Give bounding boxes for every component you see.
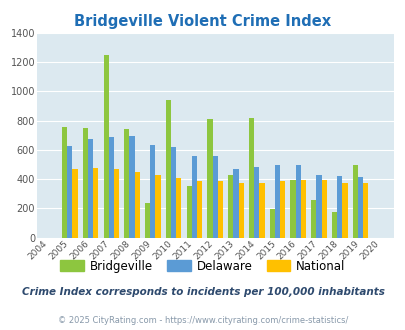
Text: Bridgeville Violent Crime Index: Bridgeville Violent Crime Index: [74, 14, 331, 29]
Bar: [259, 183, 264, 238]
Bar: [311, 200, 315, 238]
Bar: [134, 172, 140, 238]
Bar: [196, 181, 202, 238]
Bar: [145, 203, 150, 238]
Bar: [300, 180, 305, 238]
Bar: [217, 181, 222, 238]
Bar: [352, 165, 357, 238]
Text: © 2025 CityRating.com - https://www.cityrating.com/crime-statistics/: © 2025 CityRating.com - https://www.city…: [58, 315, 347, 325]
Bar: [171, 147, 176, 238]
Bar: [238, 183, 243, 238]
Bar: [341, 183, 347, 238]
Bar: [114, 169, 119, 238]
Bar: [67, 146, 72, 238]
Bar: [321, 180, 326, 238]
Bar: [186, 186, 191, 238]
Bar: [165, 100, 171, 238]
Bar: [315, 175, 321, 238]
Bar: [279, 181, 285, 238]
Bar: [155, 175, 160, 238]
Bar: [290, 180, 295, 238]
Bar: [295, 165, 300, 238]
Bar: [228, 176, 233, 238]
Bar: [176, 179, 181, 238]
Bar: [129, 136, 134, 238]
Bar: [109, 137, 114, 238]
Legend: Bridgeville, Delaware, National: Bridgeville, Delaware, National: [55, 255, 350, 278]
Bar: [103, 55, 109, 238]
Bar: [150, 145, 155, 238]
Bar: [124, 129, 129, 238]
Bar: [88, 139, 93, 238]
Bar: [331, 212, 337, 238]
Bar: [337, 176, 341, 238]
Bar: [254, 167, 259, 238]
Bar: [248, 118, 254, 238]
Bar: [72, 169, 77, 238]
Bar: [191, 156, 196, 238]
Bar: [274, 165, 279, 238]
Bar: [357, 177, 362, 238]
Bar: [212, 156, 217, 238]
Text: Crime Index corresponds to incidents per 100,000 inhabitants: Crime Index corresponds to incidents per…: [21, 287, 384, 297]
Bar: [269, 209, 274, 238]
Bar: [362, 183, 367, 238]
Bar: [83, 128, 88, 238]
Bar: [62, 126, 67, 238]
Bar: [93, 168, 98, 238]
Bar: [233, 169, 238, 238]
Bar: [207, 119, 212, 238]
